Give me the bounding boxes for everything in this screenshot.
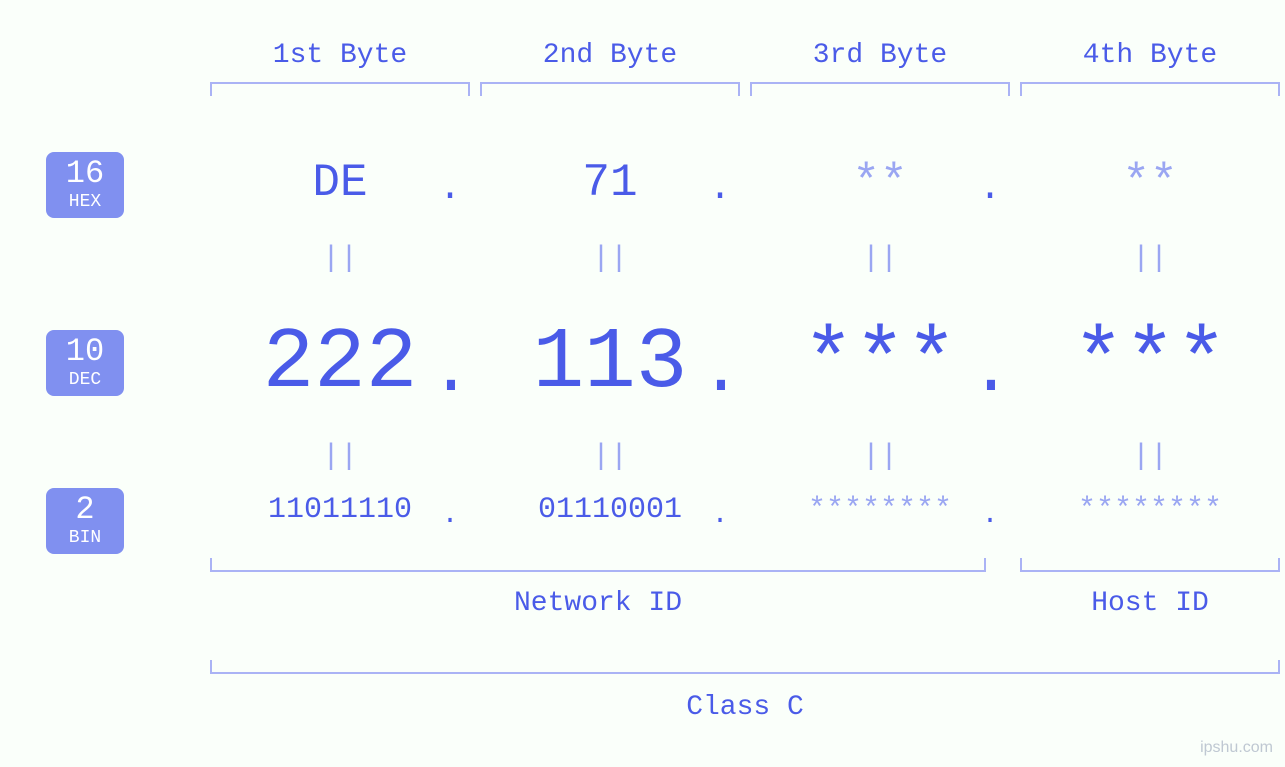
byte-label-1: 1st Byte [210,40,470,71]
class-label: Class C [210,692,1280,723]
equals-hex-dec-3: || [860,242,900,276]
top-bracket-2 [480,82,740,96]
base-num: 10 [46,336,124,368]
bin-byte-4: ******** [1020,495,1280,525]
host-id-bracket [1020,558,1280,572]
bin-dot-3: . [970,500,1010,531]
base-txt: HEX [46,192,124,212]
equals-hex-dec-4: || [1130,242,1170,276]
base-badge-dec: 10DEC [46,330,124,396]
hex-dot-3: . [970,167,1010,210]
equals-dec-bin-3: || [860,440,900,474]
hex-byte-4: ** [1020,160,1280,206]
byte-label-2: 2nd Byte [480,40,740,71]
dec-dot-1: . [430,333,470,412]
byte-label-4: 4th Byte [1020,40,1280,71]
dec-dot-2: . [700,333,740,412]
hex-dot-1: . [430,167,470,210]
top-bracket-1 [210,82,470,96]
dec-byte-4: *** [1020,320,1280,406]
top-bracket-3 [750,82,1010,96]
base-txt: DEC [46,370,124,390]
network-id-bracket [210,558,986,572]
bin-dot-1: . [430,500,470,531]
equals-hex-dec-2: || [590,242,630,276]
base-badge-bin: 2BIN [46,488,124,554]
equals-dec-bin-1: || [320,440,360,474]
class-bracket [210,660,1280,674]
bin-dot-2: . [700,500,740,531]
base-txt: BIN [46,528,124,548]
watermark: ipshu.com [1200,739,1273,757]
byte-label-3: 3rd Byte [750,40,1010,71]
top-bracket-4 [1020,82,1280,96]
network-id-label: Network ID [210,588,986,619]
host-id-label: Host ID [1020,588,1280,619]
equals-hex-dec-1: || [320,242,360,276]
base-num: 2 [46,494,124,526]
base-num: 16 [46,158,124,190]
hex-dot-2: . [700,167,740,210]
dec-dot-3: . [970,333,1010,412]
base-badge-hex: 16HEX [46,152,124,218]
equals-dec-bin-4: || [1130,440,1170,474]
equals-dec-bin-2: || [590,440,630,474]
